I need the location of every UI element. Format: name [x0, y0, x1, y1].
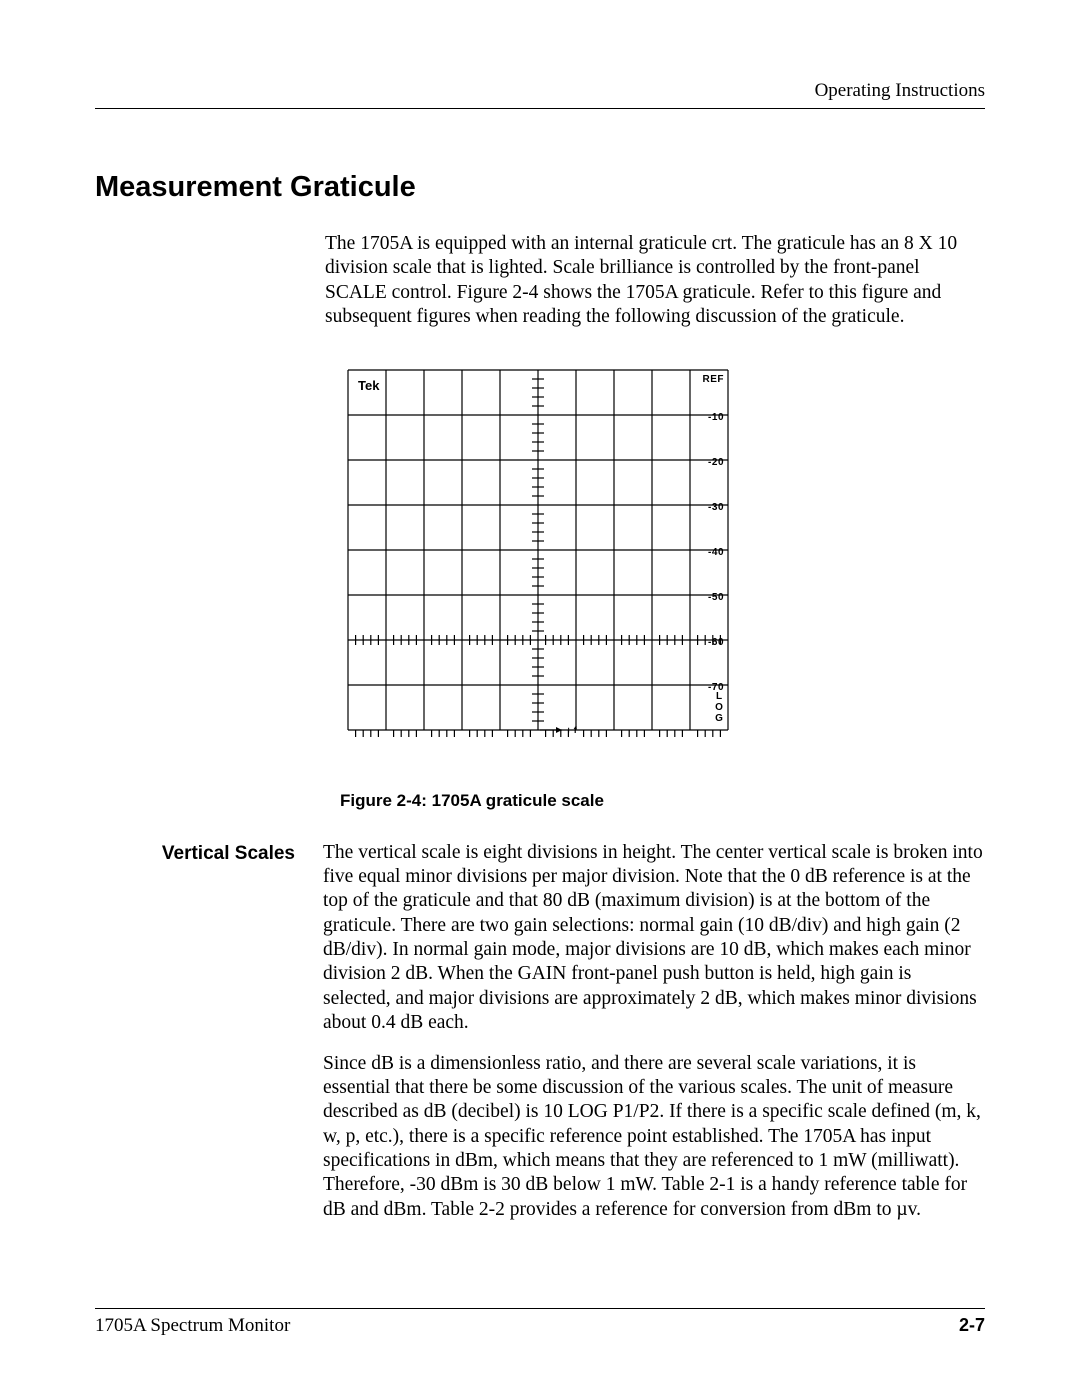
svg-text:-10: -10 — [708, 412, 724, 423]
svg-text:-50: -50 — [708, 592, 724, 603]
svg-text:+ f: + f — [566, 725, 578, 735]
vertical-scales-section: Vertical Scales The vertical scale is ei… — [95, 841, 985, 1239]
subheading: Vertical Scales — [95, 841, 323, 865]
svg-text:-60: -60 — [708, 637, 724, 648]
svg-text:REF: REF — [703, 374, 725, 385]
graticule-figure: TekREF-10-20-30-40-50-60-70LOG+ f — [340, 360, 985, 765]
svg-text:-40: -40 — [708, 547, 724, 558]
svg-text:Tek: Tek — [358, 378, 380, 393]
graticule-svg: TekREF-10-20-30-40-50-60-70LOG+ f — [340, 360, 770, 765]
body-block: The vertical scale is eight divisions in… — [323, 841, 983, 1239]
figure-caption: Figure 2-4: 1705A graticule scale — [340, 791, 985, 811]
svg-text:G: G — [715, 713, 723, 724]
header-right-text: Operating Instructions — [95, 80, 985, 102]
paragraph-2: Since dB is a dimensionless ratio, and t… — [323, 1052, 983, 1223]
paragraph-1: The vertical scale is eight divisions in… — [323, 841, 983, 1036]
intro-paragraph: The 1705A is equipped with an internal g… — [325, 232, 985, 330]
page-content: Operating Instructions Measurement Grati… — [95, 80, 985, 1252]
header-rule: Operating Instructions — [95, 80, 985, 109]
footer-left: 1705A Spectrum Monitor — [95, 1315, 290, 1337]
svg-text:O: O — [715, 702, 723, 713]
section-heading: Measurement Graticule — [95, 171, 985, 204]
footer-page-number: 2-7 — [959, 1315, 985, 1337]
svg-text:-20: -20 — [708, 457, 724, 468]
svg-text:-30: -30 — [708, 502, 724, 513]
svg-text:L: L — [716, 691, 722, 702]
page-footer: 1705A Spectrum Monitor 2-7 — [95, 1308, 985, 1337]
